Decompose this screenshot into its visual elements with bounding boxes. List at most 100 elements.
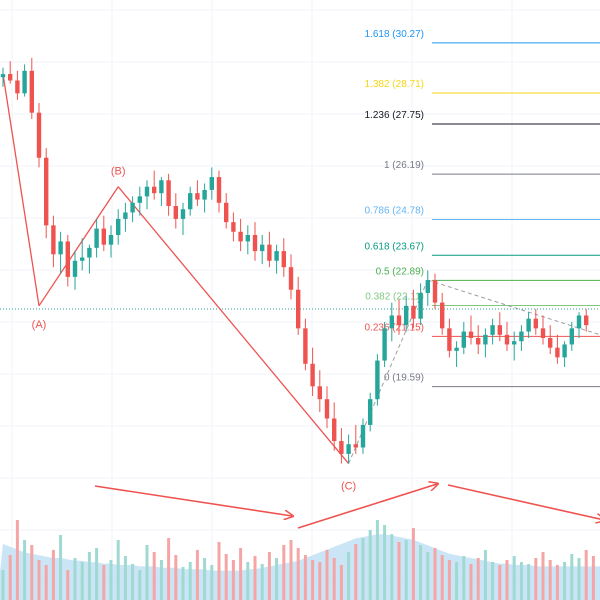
candle-body	[22, 70, 27, 94]
candle-body	[368, 399, 373, 425]
candle-body	[396, 315, 402, 326]
volume-bar	[282, 545, 286, 600]
candle-body	[540, 328, 546, 339]
volume-bar	[152, 552, 156, 600]
candle-body	[504, 334, 510, 345]
fib-level-label: 0.786 (24.78)	[365, 206, 425, 217]
fib-level-label: 0.382 (22.11)	[365, 292, 424, 303]
wave-pattern	[2, 73, 600, 464]
candle-body	[0, 74, 6, 78]
price-series	[0, 57, 589, 464]
candle-body	[116, 218, 121, 235]
candle-body	[317, 386, 322, 400]
candle-body	[404, 305, 409, 326]
volume-pane	[0, 520, 600, 600]
volume-bar	[390, 534, 394, 600]
candle-body	[519, 331, 524, 342]
candle-body	[324, 399, 330, 419]
volume-bar	[123, 556, 127, 600]
volume-bar	[267, 552, 271, 600]
volume-bar	[138, 570, 142, 600]
volume-bar	[512, 556, 516, 600]
fib-level-label: 1.618 (30.27)	[365, 29, 425, 40]
candle-body	[188, 193, 193, 210]
candle-body	[51, 225, 56, 255]
candle-body	[548, 338, 553, 348]
volume-bar	[440, 555, 444, 600]
fib-level-label: 0.236 (21.15)	[365, 322, 425, 333]
candle-body	[562, 344, 567, 358]
volume-bar	[447, 560, 451, 600]
candle-body	[526, 318, 531, 332]
volume-bar	[102, 565, 106, 600]
trend-arrow	[447, 484, 600, 520]
volume-bar	[383, 525, 387, 600]
fib-level-label: 0.618 (23.67)	[365, 241, 425, 252]
candle-body	[490, 325, 495, 335]
volume-bar	[303, 555, 307, 600]
fib-level-label: 0 (19.59)	[384, 373, 424, 384]
volume-bar	[397, 542, 401, 600]
volume-bar	[30, 545, 34, 600]
candle-body	[353, 444, 358, 448]
candle-body	[152, 186, 157, 194]
candle-body	[296, 289, 301, 329]
volume-bar	[563, 562, 567, 600]
candle-body	[159, 180, 164, 194]
volume-bar	[66, 570, 70, 600]
volume-bar	[419, 545, 423, 600]
volume-bar	[131, 564, 135, 600]
candle-body	[454, 347, 459, 351]
candle-body	[72, 260, 78, 277]
candle-body	[447, 328, 452, 351]
fib-level-label: 1 (26.19)	[384, 160, 424, 171]
candle-body	[15, 80, 20, 94]
candle-body	[497, 325, 502, 335]
candle-body	[512, 341, 517, 345]
volume-bar	[591, 556, 595, 600]
candle-body	[303, 328, 308, 364]
wave-segment	[38, 186, 119, 307]
volume-bar	[37, 560, 41, 600]
volume-bar	[462, 556, 466, 600]
candle-body	[389, 315, 394, 329]
fib-level-label: 0.5 (22.89)	[376, 266, 424, 277]
volume-bar	[260, 564, 264, 600]
candle-body	[173, 206, 178, 219]
volume-bar	[23, 540, 27, 600]
candle-body	[533, 318, 538, 329]
wave-segment	[117, 186, 350, 464]
candle-body	[101, 228, 106, 245]
candle-body	[360, 424, 366, 448]
candle-body	[245, 235, 250, 242]
volume-bar	[491, 562, 495, 600]
volume-bar	[275, 558, 279, 600]
candle-body	[231, 222, 236, 232]
candle-body	[195, 193, 200, 200]
candle-body	[339, 441, 344, 454]
trend-arrows	[94, 484, 600, 529]
candle-body	[440, 302, 445, 329]
volume-bar	[246, 562, 250, 600]
volume-bar	[426, 552, 430, 600]
candle-body	[44, 157, 49, 226]
volume-bar	[95, 548, 99, 600]
volume-bar	[59, 535, 63, 600]
wave-label: (B)	[111, 166, 126, 178]
volume-bar	[433, 548, 437, 600]
volume-bar	[311, 560, 315, 600]
candle-body	[468, 331, 474, 339]
candle-body	[310, 363, 315, 387]
volume-bar	[44, 565, 48, 600]
volume-bar	[577, 558, 581, 600]
volume-bar	[174, 555, 178, 600]
volume-bar	[411, 528, 415, 600]
volume-bar	[217, 542, 221, 600]
candle-body	[274, 251, 279, 261]
volume-bar	[73, 558, 77, 600]
candle-body	[8, 74, 13, 81]
candle-body	[137, 196, 142, 203]
volume-bar	[541, 552, 545, 600]
volume-bar	[361, 538, 365, 600]
